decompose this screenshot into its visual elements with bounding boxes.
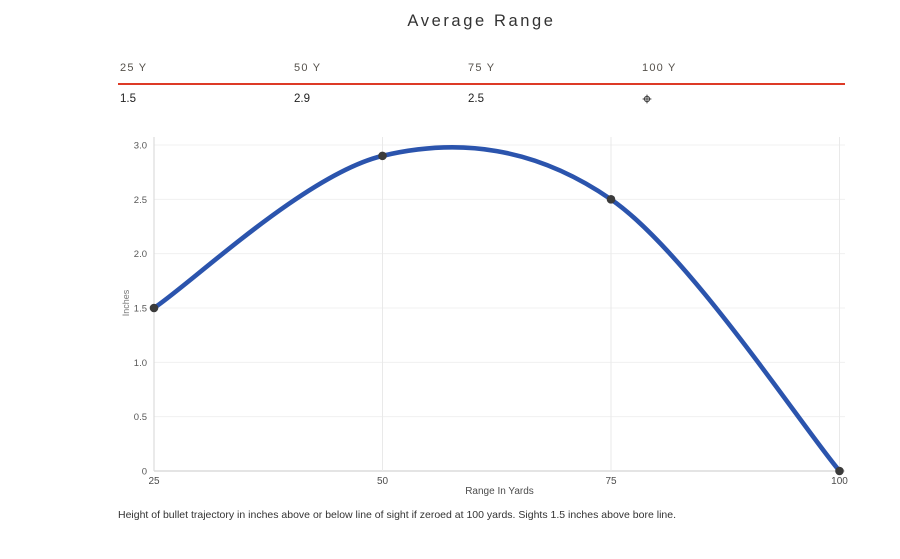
x-tick-label: 25 [148,476,160,487]
x-tick-label: 100 [831,476,848,487]
summary-col-value: 2.5 [468,93,484,105]
x-tick-label: 75 [605,476,617,487]
y-tick-label: 1.5 [134,304,147,315]
y-tick-label: 2.5 [134,195,147,206]
chart-footnote: Height of bullet trajectory in inches ab… [118,509,676,521]
summary-table: 25 Y 50 Y 75 Y 100 Y 1.5 2.9 2.5 [118,62,845,105]
trajectory-curve [151,145,842,474]
x-axis-title: Range In Yards [465,486,534,497]
y-tick-label: 0 [142,467,147,478]
summary-col-value: 1.5 [120,93,136,105]
x-tick-label: 50 [377,476,389,487]
chart-title: Average Range [407,12,556,30]
y-axis-title: Inches [121,289,131,317]
summary-col-label: 50 Y [294,62,322,74]
summary-col-label: 75 Y [468,62,496,74]
y-tick-label: 1.0 [134,358,147,369]
data-point-marker [606,195,616,204]
data-point-marker [835,466,844,476]
summary-col-label: 100 Y [642,62,677,74]
y-tick-label: 0.5 [134,412,147,423]
summary-col-label: 25 Y [120,62,148,74]
y-tick-label: 3.0 [134,141,147,152]
summary-col-value: 2.9 [294,93,310,105]
crosshair-icon [640,93,814,104]
summary-header-row: 25 Y 50 Y 75 Y 100 Y [118,62,845,85]
summary-values-row: 1.5 2.9 2.5 [118,85,845,105]
data-point-marker [378,151,387,161]
y-tick-label: 2.0 [134,249,147,260]
data-point-marker [149,303,159,313]
